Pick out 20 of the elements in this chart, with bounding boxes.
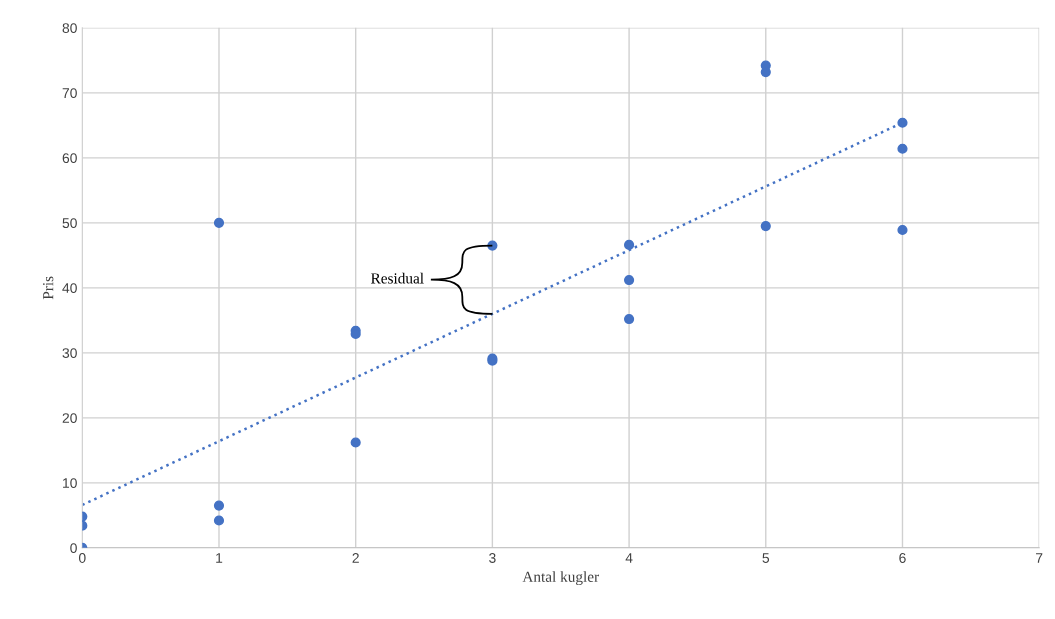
x-tick-label: 5	[762, 553, 770, 563]
x-axis-title: Antal kugler	[522, 571, 599, 586]
y-tick-label: 0	[70, 543, 77, 553]
y-tick-label: 30	[62, 348, 77, 358]
y-axis-title: Pris	[43, 276, 54, 300]
y-tick-label: 50	[62, 218, 77, 229]
x-tick-label: 3	[489, 553, 496, 563]
y-tick-label: 60	[62, 153, 77, 164]
x-tick-label: 6	[899, 553, 906, 563]
y-tick-label: 40	[62, 283, 77, 293]
x-tick-label: 7	[1036, 553, 1043, 563]
y-tick-label: 20	[62, 413, 77, 423]
x-tick-label: 1	[216, 553, 223, 563]
y-tick-label: 80	[62, 23, 77, 34]
x-tick-label: 2	[352, 553, 359, 563]
annotation: Residual	[371, 272, 424, 284]
x-tick-label: 0	[78, 553, 86, 563]
x-tick-label: 4	[625, 553, 633, 563]
y-tick-label: 10	[63, 478, 77, 488]
y-tick-label: 70	[62, 88, 77, 99]
